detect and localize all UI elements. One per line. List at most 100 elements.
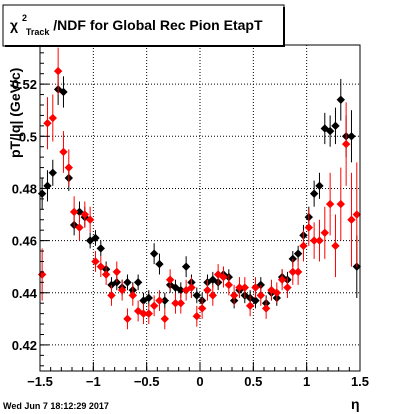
data-point bbox=[309, 189, 319, 198]
title-subscript: Track bbox=[26, 27, 51, 37]
data-point bbox=[261, 304, 271, 313]
tick-labels: −1.5 −1 −0.5 0 0.5 1 1.5 0.42 0.44 0.46 0.48 0.5 0.5… bbox=[12, 77, 369, 389]
data-point bbox=[144, 309, 153, 318]
data-point bbox=[149, 301, 159, 310]
data-point bbox=[293, 267, 303, 277]
data-point bbox=[101, 270, 111, 279]
data-point bbox=[181, 285, 191, 295]
data-point bbox=[213, 270, 223, 279]
data-point bbox=[224, 280, 233, 290]
data-point bbox=[123, 314, 132, 324]
data-point bbox=[165, 275, 175, 284]
data-point bbox=[197, 304, 207, 313]
data-point bbox=[347, 215, 356, 224]
data-point bbox=[144, 293, 153, 303]
data-point bbox=[336, 95, 345, 104]
data-point bbox=[315, 236, 324, 245]
data-point bbox=[59, 147, 68, 157]
data-point bbox=[69, 207, 79, 217]
x-tick-label: 1.5 bbox=[351, 374, 369, 389]
data-point bbox=[208, 291, 217, 300]
x-tick-label: −1.5 bbox=[27, 374, 53, 389]
data-point bbox=[235, 283, 244, 292]
data-point bbox=[133, 278, 143, 287]
data-point bbox=[171, 298, 180, 308]
data-point bbox=[325, 199, 335, 209]
timestamp: Wed Jun 7 18:12:29 2017 bbox=[3, 401, 109, 411]
data-point bbox=[128, 291, 137, 300]
data-point bbox=[293, 249, 303, 258]
data-point bbox=[160, 314, 169, 324]
data-point bbox=[139, 309, 148, 318]
y-tick-label: 0.48 bbox=[12, 181, 37, 196]
data-point bbox=[96, 262, 105, 271]
data-point bbox=[75, 223, 84, 232]
data-point bbox=[299, 241, 308, 251]
data-point bbox=[347, 132, 356, 141]
chart-title: χ 2 Track /NDF for Global Rec Pion EtapT bbox=[10, 8, 263, 38]
data-point bbox=[240, 283, 249, 292]
data-point bbox=[336, 199, 345, 209]
data-point bbox=[155, 259, 164, 269]
data-point bbox=[315, 181, 324, 191]
x-axis-title: η bbox=[351, 396, 360, 412]
title-chi: χ bbox=[10, 17, 18, 33]
y-tick-label: 0.46 bbox=[12, 234, 37, 249]
y-tick-label: 0.42 bbox=[12, 338, 37, 353]
data-point bbox=[59, 87, 68, 97]
series-1 bbox=[37, 47, 361, 330]
data-point bbox=[112, 267, 121, 277]
data-point bbox=[320, 228, 329, 237]
data-point bbox=[85, 236, 95, 245]
data-point bbox=[309, 236, 319, 245]
data-point bbox=[48, 113, 57, 123]
data-point bbox=[43, 119, 52, 128]
data-point bbox=[176, 285, 185, 295]
data-point bbox=[133, 306, 143, 316]
x-tick-label: −0.5 bbox=[134, 374, 160, 389]
data-point bbox=[256, 291, 265, 300]
data-point bbox=[96, 244, 105, 253]
data-point bbox=[219, 272, 228, 282]
grid bbox=[40, 45, 360, 371]
data-point bbox=[251, 283, 260, 292]
data-point bbox=[64, 163, 73, 172]
data-point bbox=[155, 296, 164, 305]
data-point bbox=[117, 285, 127, 295]
title-rest: /NDF for Global Rec Pion EtapT bbox=[53, 17, 263, 33]
y-tick-label: 0.52 bbox=[12, 77, 37, 92]
data-point bbox=[160, 296, 169, 305]
y-tick-label: 0.44 bbox=[12, 286, 38, 301]
data-point bbox=[43, 181, 52, 191]
data-point bbox=[181, 262, 191, 271]
x-tick-label: 0 bbox=[196, 374, 203, 389]
y-axis-title: pT/|q| (GeV/c) bbox=[7, 68, 23, 158]
data-point bbox=[325, 126, 335, 136]
data-point bbox=[149, 249, 159, 258]
data-point bbox=[283, 283, 292, 292]
data-point bbox=[107, 291, 116, 300]
data-point bbox=[245, 301, 255, 310]
data-point bbox=[37, 270, 47, 279]
data-point bbox=[331, 241, 340, 251]
data-point bbox=[53, 66, 63, 76]
y-tick-label: 0.5 bbox=[19, 129, 37, 144]
data-point bbox=[176, 298, 185, 308]
data-point bbox=[352, 210, 361, 219]
title-box: χ 2 Track /NDF for Global Rec Pion EtapT bbox=[2, 4, 285, 47]
data-point bbox=[331, 121, 340, 131]
data-point bbox=[203, 285, 212, 295]
x-tick-label: 0.5 bbox=[244, 374, 262, 389]
data-point bbox=[229, 291, 239, 300]
title-superscript: 2 bbox=[22, 13, 27, 23]
data-point bbox=[123, 278, 132, 287]
data-point bbox=[341, 139, 351, 149]
data-point bbox=[80, 210, 89, 219]
data-point bbox=[277, 275, 287, 284]
data-point bbox=[272, 288, 281, 297]
data-point bbox=[187, 283, 196, 292]
data-point bbox=[288, 267, 297, 277]
data-point bbox=[251, 296, 260, 305]
data-point bbox=[192, 312, 201, 321]
